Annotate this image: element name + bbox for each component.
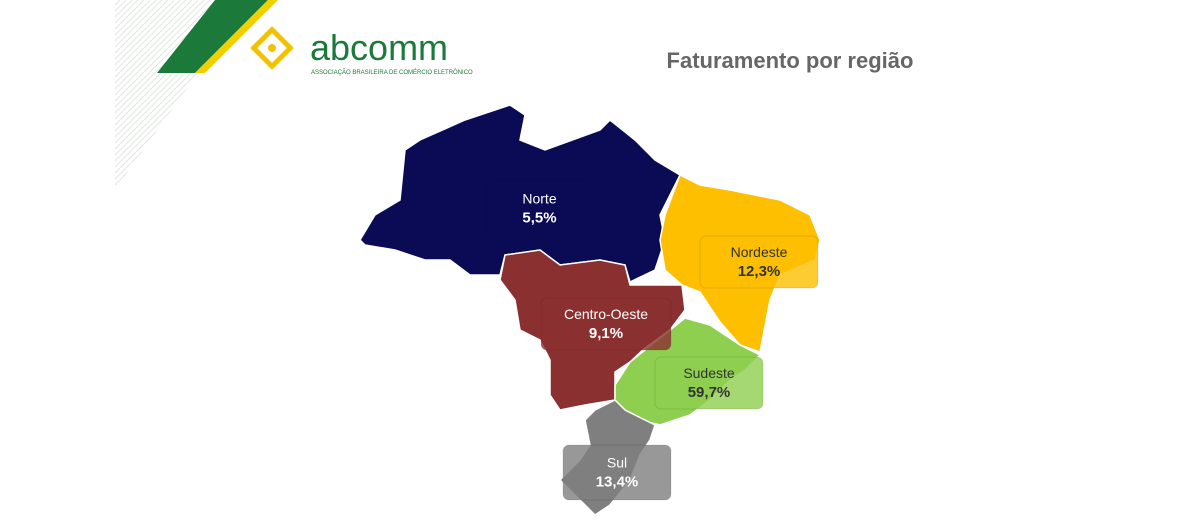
label-box xyxy=(562,444,672,501)
stripe-green xyxy=(157,0,268,73)
stripe-yellow xyxy=(195,0,278,73)
region-name: Centro-Oeste xyxy=(564,306,648,322)
region-name: Sul xyxy=(607,455,627,471)
label-box xyxy=(654,356,764,410)
region-value: 9,1% xyxy=(589,325,623,342)
region-value: 5,5% xyxy=(522,210,556,227)
label-box xyxy=(540,297,672,351)
logo-icon xyxy=(250,26,294,70)
region-value: 59,7% xyxy=(688,384,731,401)
logo-subtitle: ASSOCIAÇÃO BRASILEIRA DE COMÉRCIO ELETRÔ… xyxy=(311,69,473,76)
region-value: 12,3% xyxy=(738,263,781,280)
region-value: 13,4% xyxy=(596,474,639,491)
label-box xyxy=(699,235,819,289)
label-box xyxy=(486,179,593,238)
region-name: Nordeste xyxy=(731,244,788,260)
region-name: Sudeste xyxy=(683,365,735,381)
labels: Norte 5,5% Nordeste 12,3% Centro-Oeste 9,1% Su… xyxy=(486,179,819,501)
region-name: Norte xyxy=(522,191,556,207)
title: Faturamento por região xyxy=(667,48,914,73)
logo-name: abcomm xyxy=(310,27,448,68)
